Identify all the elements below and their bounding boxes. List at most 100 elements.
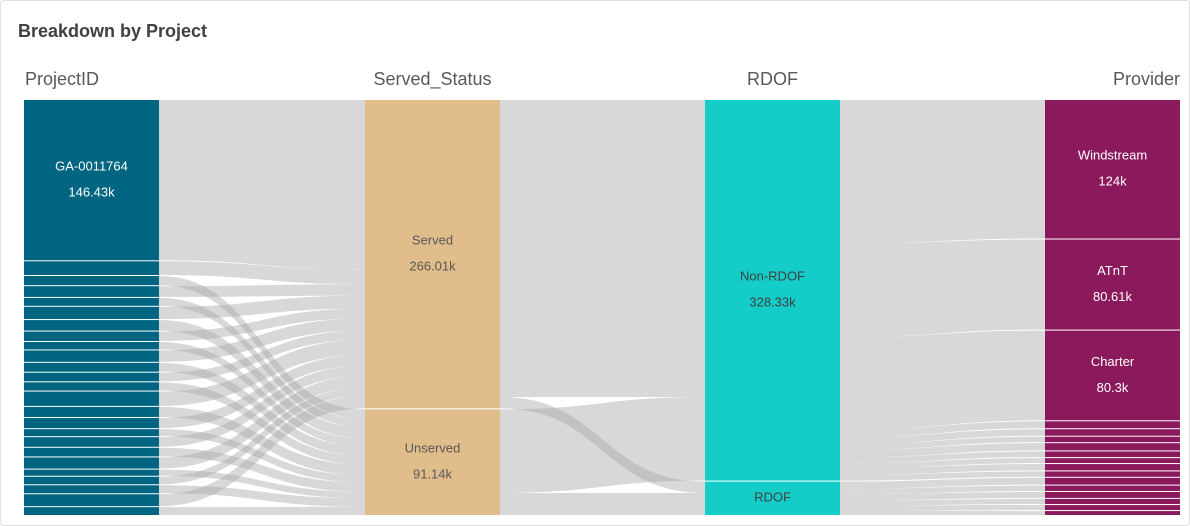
node <box>24 485 159 494</box>
link <box>840 451 1045 464</box>
node-label: GA-0011764 <box>55 159 128 174</box>
node <box>1045 491 1180 498</box>
node-label: Windstream <box>1078 148 1147 163</box>
node-label: Served <box>412 233 453 248</box>
node-value-label: 146.43k <box>68 185 115 200</box>
node <box>1045 477 1180 485</box>
node <box>24 417 159 429</box>
link <box>159 375 365 469</box>
node <box>1045 100 1180 239</box>
node <box>24 447 159 457</box>
node-value-label: 124k <box>1098 174 1127 189</box>
link <box>840 443 1045 458</box>
node <box>24 406 159 417</box>
link <box>159 485 365 507</box>
link <box>500 396 705 493</box>
link <box>159 506 365 515</box>
node <box>1045 436 1180 443</box>
node <box>365 100 500 409</box>
node-label: Unserved <box>405 441 461 456</box>
link <box>840 491 1045 501</box>
link <box>159 339 365 406</box>
node <box>1045 239 1180 330</box>
node <box>24 372 159 382</box>
column-header: Provider <box>1113 69 1180 89</box>
node <box>705 481 840 515</box>
node <box>24 429 159 437</box>
node <box>24 331 159 341</box>
link <box>840 505 1045 511</box>
link <box>840 510 1045 515</box>
link <box>500 492 705 515</box>
link <box>159 406 365 476</box>
column-header: ProjectID <box>25 69 99 89</box>
link <box>840 429 1045 445</box>
node <box>365 409 500 515</box>
node <box>24 362 159 372</box>
nodes: GA-0011764 146.43k Served 266.01k Unserved 91… <box>24 100 1180 515</box>
link <box>159 261 365 285</box>
node-value-label: 266.01k <box>409 259 456 274</box>
node-value-label: 80.61k <box>1093 289 1133 304</box>
link <box>840 498 1045 506</box>
link <box>159 100 365 270</box>
node <box>1045 505 1180 511</box>
link <box>840 239 1045 338</box>
link <box>159 395 365 507</box>
link <box>840 471 1045 481</box>
link <box>159 275 365 420</box>
link <box>159 365 365 447</box>
node <box>1045 421 1180 429</box>
node <box>24 320 159 331</box>
link <box>840 485 1045 495</box>
node <box>24 350 159 362</box>
node <box>1045 451 1180 458</box>
node <box>1045 511 1180 515</box>
chart-title: Breakdown by Project <box>18 21 207 41</box>
node <box>1045 429 1180 436</box>
node <box>24 286 159 297</box>
link <box>159 447 365 492</box>
link <box>840 100 1045 244</box>
link <box>159 387 365 485</box>
node <box>24 341 159 350</box>
node-label: RDOF <box>754 490 791 505</box>
node <box>24 306 159 320</box>
node <box>24 100 159 261</box>
link <box>159 382 365 465</box>
node <box>1045 498 1180 505</box>
link <box>500 100 705 397</box>
link <box>159 469 365 499</box>
node <box>24 261 159 275</box>
node-label: Charter <box>1091 354 1135 369</box>
link <box>159 284 365 297</box>
node <box>24 469 159 476</box>
node <box>1045 443 1180 451</box>
column-header: Served_Status <box>373 69 491 90</box>
node <box>1045 330 1180 421</box>
node <box>705 100 840 481</box>
node <box>24 494 159 507</box>
node <box>1045 464 1180 471</box>
node <box>24 437 159 447</box>
link <box>840 458 1045 469</box>
link <box>159 318 365 362</box>
node <box>24 507 159 515</box>
node <box>1045 485 1180 491</box>
link <box>840 436 1045 450</box>
node-label: Non-RDOF <box>740 269 805 284</box>
link <box>159 330 365 382</box>
node <box>24 275 159 286</box>
node <box>24 382 159 391</box>
node <box>24 457 159 469</box>
node <box>24 476 159 485</box>
node <box>24 297 159 306</box>
link <box>159 341 365 447</box>
link <box>159 362 365 456</box>
link <box>500 396 705 493</box>
link <box>840 421 1045 438</box>
link <box>159 429 365 483</box>
link <box>159 297 365 428</box>
link <box>840 477 1045 489</box>
